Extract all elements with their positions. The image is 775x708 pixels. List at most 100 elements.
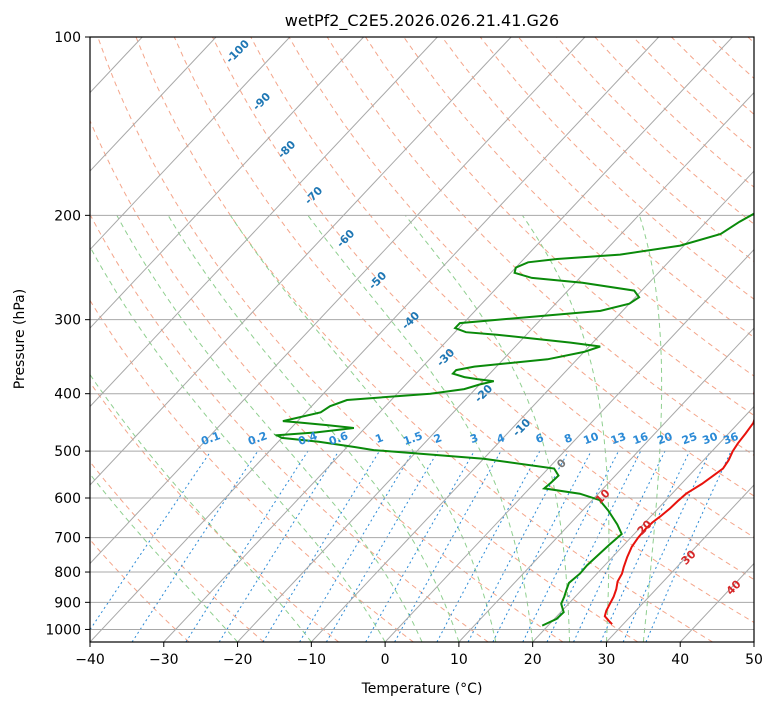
mixing-ratio-line [394,450,502,642]
x-tick-label: 30 [597,652,615,668]
isotherm [753,641,754,642]
dry-adiabat-label: -80 [275,138,298,161]
x-tick-label: 40 [671,652,689,668]
isotherm [237,91,754,642]
plot-frame [89,36,755,643]
isotherm [606,484,754,642]
dry-adiabat [212,37,754,581]
mixing-ratio-label: 6 [534,431,546,446]
dry-adiabat-label: -30 [434,346,457,369]
mixing-ratio-line [325,450,439,642]
dry-adiabat [441,37,754,338]
isotherm [90,37,438,408]
dry-adiabat-label: -60 [334,227,357,250]
mixing-ratio-line [522,450,620,642]
mixing-ratio-label: 10 [582,430,601,448]
y-tick-label: 500 [54,444,81,460]
mixing-ratio-line [467,450,569,642]
mixing-ratio-label: 0.4 [296,429,319,448]
y-tick-label: 400 [54,387,81,403]
mixing-ratio-label: 1.5 [402,429,425,448]
mixing-ratio-label: 30 [701,430,720,448]
dry-adiabat [90,213,489,642]
chart-title: wetPf2_C2E5.2026.026.21.41.G26 [285,11,559,31]
dry-adiabat-label: -10 [510,416,533,439]
background-lines [0,37,754,642]
dry-adiabat-label: -90 [250,90,273,113]
dry-adiabat [747,37,754,44]
dry-adiabat-label: 30 [679,547,699,567]
y-tick-label: 1000 [45,622,81,638]
dry-adiabat [90,461,265,642]
mixing-ratio-label: 0.2 [246,429,269,448]
mixing-ratio-label: 25 [680,430,699,447]
mixing-ratio-label: 1 [373,431,385,446]
data-series [273,212,754,627]
x-tick-label: −40 [75,652,105,668]
mixing-ratio-label: 20 [655,430,674,448]
dry-adiabat [365,37,754,416]
isotherm [310,170,754,642]
dry-adiabat [90,119,564,642]
isotherm [90,37,217,172]
moist-adiabat [521,215,610,642]
y-axis: 100 200 300 400 500 600 700 800 900 1000 [45,30,90,638]
dry-adiabat [97,37,639,642]
moist-adiabat [638,215,663,642]
isotherm [90,37,660,642]
y-axis-title: Pressure (hPa) [12,289,28,389]
y-tick-label: 600 [54,491,81,507]
y-tick-label: 100 [54,30,81,46]
mixing-ratio-line [185,450,309,642]
x-tick-label: −20 [223,652,253,668]
mixing-ratio-line [262,450,380,642]
mixing-ratio-label: 0.6 [327,429,350,448]
moist-adiabat [167,215,460,642]
isotherm [384,248,754,642]
dry-adiabat-label: -70 [302,184,325,207]
mixing-ratio-line [492,450,592,642]
x-tick-label: 0 [381,652,390,668]
y-tick-label: 800 [54,565,81,581]
dewpoint-line [273,212,754,627]
dry-adiabat [403,37,754,377]
dry-adiabat [90,381,339,642]
isotherm [163,37,733,642]
isotherm [532,405,754,642]
dry-adiabat-label: 20 [635,517,655,537]
temperature-line [603,384,754,625]
dry-adiabat [90,299,414,642]
x-tick-label: −10 [297,652,327,668]
y-tick-label: 700 [54,531,81,547]
x-tick-label: −30 [149,652,179,668]
mixing-ratio-label: 2 [432,431,444,446]
dry-adiabat [135,37,713,642]
dry-adiabat-label: -40 [399,309,422,332]
dry-adiabat [556,37,754,225]
mixing-ratio-label: 4 [495,431,507,446]
dry-adiabat [709,37,754,80]
moist-adiabat [90,245,386,642]
dry-adiabat [479,37,754,300]
mixing-ratio-line [645,450,732,642]
x-axis-title: Temperature (°C) [361,681,483,697]
mixing-ratio-label: 13 [609,430,628,447]
mixing-ratio-label: 16 [631,430,650,448]
mixing-ratio-label: 8 [562,431,574,446]
moist-adiabat [116,215,423,642]
moist-adiabat [229,215,497,642]
dry-adiabat-label: 10 [593,486,613,506]
x-tick-label: 10 [450,652,468,668]
x-axis: −40 −30 −20 −10 0 10 20 30 40 50 [75,642,763,668]
y-tick-label: 200 [54,208,81,224]
dry-adiabat-label: 0 [554,456,569,471]
isotherm [458,327,754,642]
isotherm [90,37,512,486]
moist-adiabat [90,473,238,642]
mixing-ratio-line [365,450,475,642]
isotherm [0,37,68,642]
mixing-ratio-line [299,450,414,642]
mixing-ratio-label: 0.1 [199,429,222,448]
mixing-ratio-line [600,450,691,642]
